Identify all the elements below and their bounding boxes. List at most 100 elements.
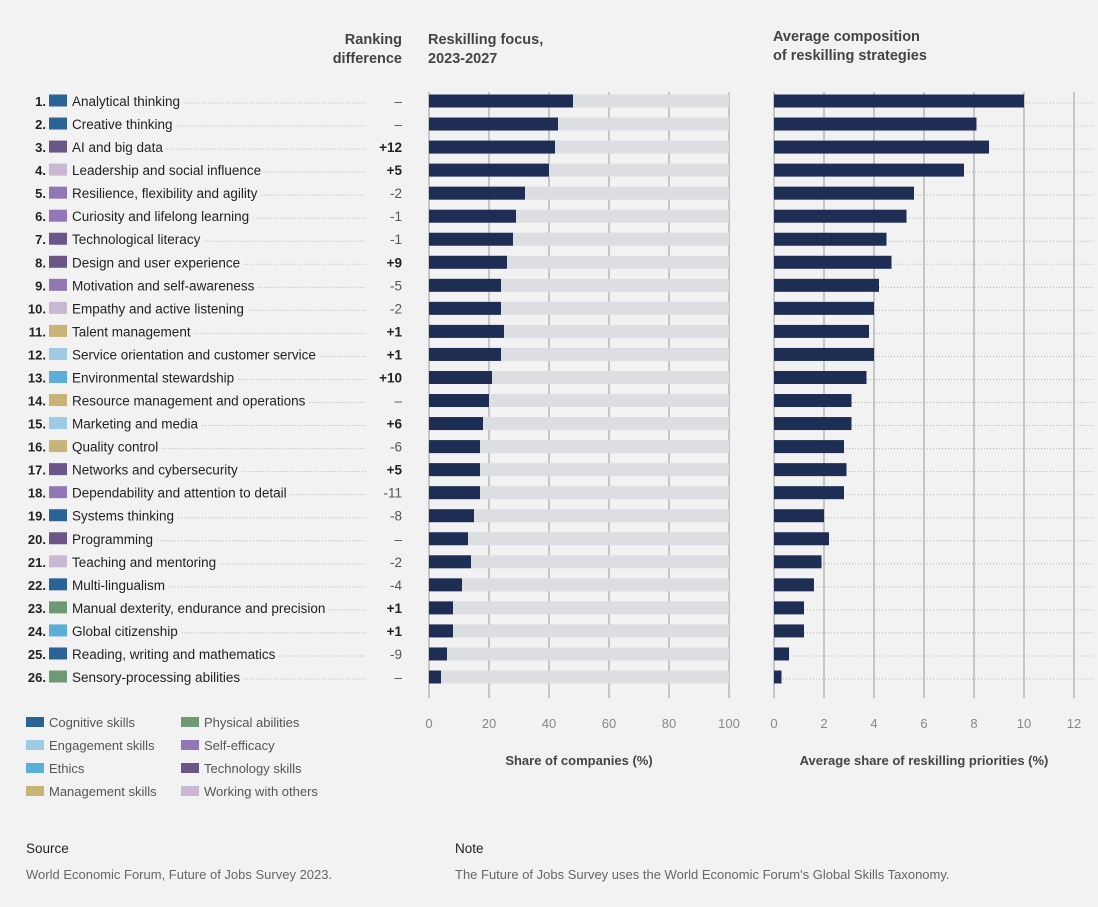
skill-group-swatch	[49, 486, 67, 499]
skill-row: 19. Systems thinking -8	[28, 509, 1094, 524]
skill-row: 6. Curiosity and lifelong learning -1	[35, 209, 1094, 224]
left-bar	[429, 394, 489, 408]
skill-group-swatch	[49, 117, 67, 130]
left-bar	[429, 163, 549, 177]
source-title: Source	[26, 841, 69, 856]
ranking-difference: -6	[390, 440, 402, 455]
skill-rank: 2.	[35, 117, 46, 132]
legend-swatch	[181, 786, 199, 796]
skill-group-swatch	[49, 555, 67, 568]
skill-rank: 7.	[35, 232, 46, 247]
skill-rank: 25.	[28, 647, 46, 662]
left-bar	[429, 578, 462, 592]
skill-group-swatch	[49, 578, 67, 591]
right-tick-label: 0	[770, 716, 777, 731]
reskilling-chart: Ranking difference Reskilling focus, 2023-2…	[26, 29, 1094, 799]
legend-label: Self-efficacy	[204, 738, 275, 753]
right-bar	[774, 601, 804, 615]
skill-row: 15. Marketing and media +6	[28, 417, 1094, 432]
right-bar	[774, 578, 814, 592]
skill-label: AI and big data	[72, 140, 163, 155]
legend-item: Technology skills	[181, 761, 302, 776]
ranking-difference: -11	[383, 486, 402, 501]
skill-row: 22. Multi-lingualism -4	[28, 578, 1094, 593]
skill-row: 20. Programming –	[28, 532, 1094, 547]
ranking-difference: +10	[379, 370, 402, 385]
composition-header-line: of reskilling strategies	[773, 48, 927, 64]
skill-row: 23. Manual dexterity, endurance and preci…	[28, 601, 1094, 616]
ranking-difference: +1	[387, 624, 403, 639]
right-bar	[774, 486, 844, 500]
skill-label: Analytical thinking	[72, 94, 180, 109]
skill-group-swatch	[49, 647, 67, 660]
skill-rank: 1.	[35, 94, 46, 109]
skill-row: 21. Teaching and mentoring -2	[28, 555, 1094, 570]
skill-rank: 6.	[35, 209, 46, 224]
skill-row: 3. AI and big data +12	[35, 140, 1094, 155]
skill-rank: 8.	[35, 255, 46, 270]
reskilling-focus-header-line: 2023-2027	[428, 51, 497, 67]
skill-row: 26. Sensory-processing abilities –	[28, 670, 1094, 685]
left-bar-track	[429, 301, 729, 315]
skill-row: 16. Quality control -6	[28, 440, 1094, 455]
left-bar-track	[429, 394, 729, 408]
right-tick-label: 2	[820, 716, 827, 731]
skill-rank: 19.	[28, 509, 46, 524]
ranking-difference: +6	[387, 417, 403, 432]
skill-label: Motivation and self-awareness	[72, 278, 255, 293]
skill-label: Manual dexterity, endurance and precisio…	[72, 601, 325, 616]
left-bar-track	[429, 532, 729, 546]
note-title: Note	[455, 841, 484, 856]
right-tick-label: 12	[1067, 716, 1081, 731]
legend-swatch	[26, 740, 44, 750]
left-bar	[429, 601, 453, 615]
skill-rank: 22.	[28, 578, 46, 593]
ranking-difference: -1	[390, 209, 402, 224]
skill-label: Sensory-processing abilities	[72, 670, 240, 685]
skill-group-swatch	[49, 509, 67, 522]
skill-group-swatch	[49, 94, 67, 107]
left-bar	[429, 486, 480, 500]
left-bar-track	[429, 278, 729, 292]
note-text: The Future of Jobs Survey uses the World…	[455, 867, 950, 882]
left-bar	[429, 647, 447, 661]
skill-group-swatch	[49, 278, 67, 291]
skill-group-swatch	[49, 324, 67, 337]
skill-rank: 13.	[28, 370, 46, 385]
left-axis-title: Share of companies (%)	[505, 753, 652, 768]
skill-row: 10. Empathy and active listening -2	[28, 301, 1094, 316]
skill-row: 9. Motivation and self-awareness -5	[35, 278, 1094, 293]
right-axis-title: Average share of reskilling priorities (…	[800, 753, 1049, 768]
skill-rank: 14.	[28, 394, 46, 409]
legend-swatch	[181, 740, 199, 750]
left-bar-track	[429, 578, 729, 592]
ranking-difference: -2	[390, 555, 402, 570]
left-bar	[429, 624, 453, 638]
left-bar-track	[429, 624, 729, 638]
skill-rank: 11.	[29, 324, 46, 339]
skill-label: Quality control	[72, 440, 158, 455]
skill-group-swatch	[49, 209, 67, 222]
left-tick-label: 40	[542, 716, 556, 731]
skill-rank: 16.	[28, 440, 46, 455]
legend-item: Engagement skills	[26, 738, 155, 753]
ranking-difference: +12	[379, 140, 402, 155]
left-tick-label: 100	[718, 716, 740, 731]
left-bar	[429, 463, 480, 477]
skill-rank: 24.	[28, 624, 46, 639]
skill-group-swatch	[49, 532, 67, 545]
legend-label: Ethics	[49, 761, 85, 776]
skill-row: 24. Global citizenship +1	[28, 624, 1094, 639]
left-bar	[429, 255, 507, 269]
skill-row: 5. Resilience, flexibility and agility -2	[35, 186, 1094, 201]
legend-label: Technology skills	[204, 761, 302, 776]
legend-label: Management skills	[49, 784, 157, 799]
skill-rank: 21.	[28, 555, 46, 570]
left-bar	[429, 324, 504, 338]
skill-label: Marketing and media	[72, 417, 199, 432]
left-bar	[429, 555, 471, 569]
skill-label: Technological literacy	[72, 232, 201, 247]
left-bar	[429, 140, 555, 154]
right-bar	[774, 347, 874, 361]
skill-rank: 12.	[28, 347, 46, 362]
